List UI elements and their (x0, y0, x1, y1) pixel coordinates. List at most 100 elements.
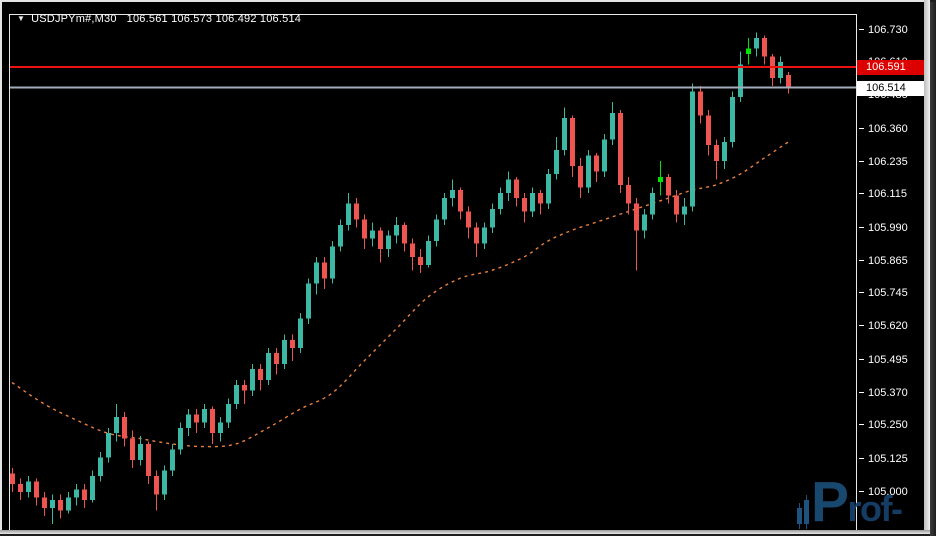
axis-price-label: 105.865 (858, 254, 936, 268)
bid-price-tag: 106.514 (857, 80, 932, 96)
candle (602, 139, 607, 172)
candle (330, 246, 335, 279)
candle (226, 403, 231, 423)
candle (674, 195, 679, 215)
axis-price-label: 105.250 (858, 418, 936, 432)
candle (418, 256, 423, 266)
candle (322, 262, 327, 279)
axis-price-label: 106.360 (858, 122, 936, 136)
window-border-left (0, 0, 2, 534)
candle (298, 318, 303, 348)
candle (586, 155, 591, 188)
candle (362, 219, 367, 239)
axis-price-label: 105.990 (858, 221, 936, 235)
price-axis-line (856, 14, 857, 531)
candle (786, 75, 791, 88)
candle (434, 219, 439, 241)
candle (338, 224, 343, 247)
candle (666, 176, 671, 196)
candle (234, 385, 239, 404)
chevron-down-icon[interactable]: ▼ (17, 14, 26, 23)
candle (370, 230, 375, 239)
candle (66, 497, 71, 511)
candle (562, 118, 567, 151)
candles-layer (10, 32, 791, 525)
candle (490, 208, 495, 228)
candle (618, 112, 623, 185)
candle (258, 369, 263, 380)
candle (402, 224, 407, 244)
candle (738, 64, 743, 97)
candle (378, 230, 383, 249)
candle (546, 174, 551, 204)
window-border-bottom (0, 530, 930, 534)
candle (250, 369, 255, 391)
axis-price-label: 106.730 (858, 23, 936, 37)
window-shadow (930, 2, 936, 536)
candle (210, 409, 215, 434)
candle (58, 500, 63, 511)
candle (34, 481, 39, 498)
candle (570, 118, 575, 167)
candle (162, 470, 167, 495)
candle (778, 62, 783, 79)
watermark-candle-icon (797, 508, 802, 524)
candle (426, 240, 431, 266)
candle (290, 339, 295, 348)
candle (306, 283, 311, 319)
window-border-top (0, 0, 930, 2)
moving-average-line (11, 141, 789, 448)
candle (274, 353, 279, 364)
candle (266, 353, 271, 380)
candle (82, 489, 87, 501)
candle (714, 144, 719, 161)
candle (538, 192, 543, 204)
candle (610, 112, 615, 140)
ask-price-tag: 106.591 (857, 60, 932, 76)
candle (530, 192, 535, 212)
candle (98, 457, 103, 476)
candle (762, 38, 767, 57)
candle (202, 409, 207, 423)
axis-price-label: 106.235 (858, 155, 936, 169)
candle (154, 475, 159, 495)
candle (746, 48, 751, 55)
candle (10, 473, 15, 484)
candle (706, 115, 711, 145)
candle (146, 443, 151, 476)
candle (114, 417, 119, 434)
symbol-period-label: USDJPYm#,M30 (31, 13, 117, 25)
candle (578, 166, 583, 188)
axis-price-label: 105.000 (858, 485, 936, 499)
chart-title: ▼ USDJPYm#,M30 106.561 106.573 106.492 106… (17, 13, 301, 25)
candle (498, 192, 503, 209)
candle (442, 198, 447, 220)
candle (410, 243, 415, 257)
axis-price-label: 105.495 (858, 353, 936, 367)
candle (386, 235, 391, 249)
axis-price-label: 105.125 (858, 452, 936, 466)
candle (650, 192, 655, 215)
candle (18, 483, 23, 492)
candle (722, 142, 727, 161)
candle (122, 417, 127, 439)
candle (74, 489, 79, 498)
candle (354, 203, 359, 220)
plot-border-top (9, 14, 856, 15)
watermark-candle-icon (804, 500, 809, 524)
candle (242, 385, 247, 391)
candle (186, 414, 191, 428)
candle (26, 481, 31, 492)
candle (282, 339, 287, 364)
candle (482, 227, 487, 244)
price-axis[interactable]: 106.730106.610106.485106.360106.235106.1… (856, 14, 932, 531)
candle (698, 91, 703, 116)
candle (90, 475, 95, 501)
candle (754, 38, 759, 49)
candle (42, 497, 47, 509)
axis-price-label: 105.620 (858, 319, 936, 333)
candle (730, 96, 735, 143)
